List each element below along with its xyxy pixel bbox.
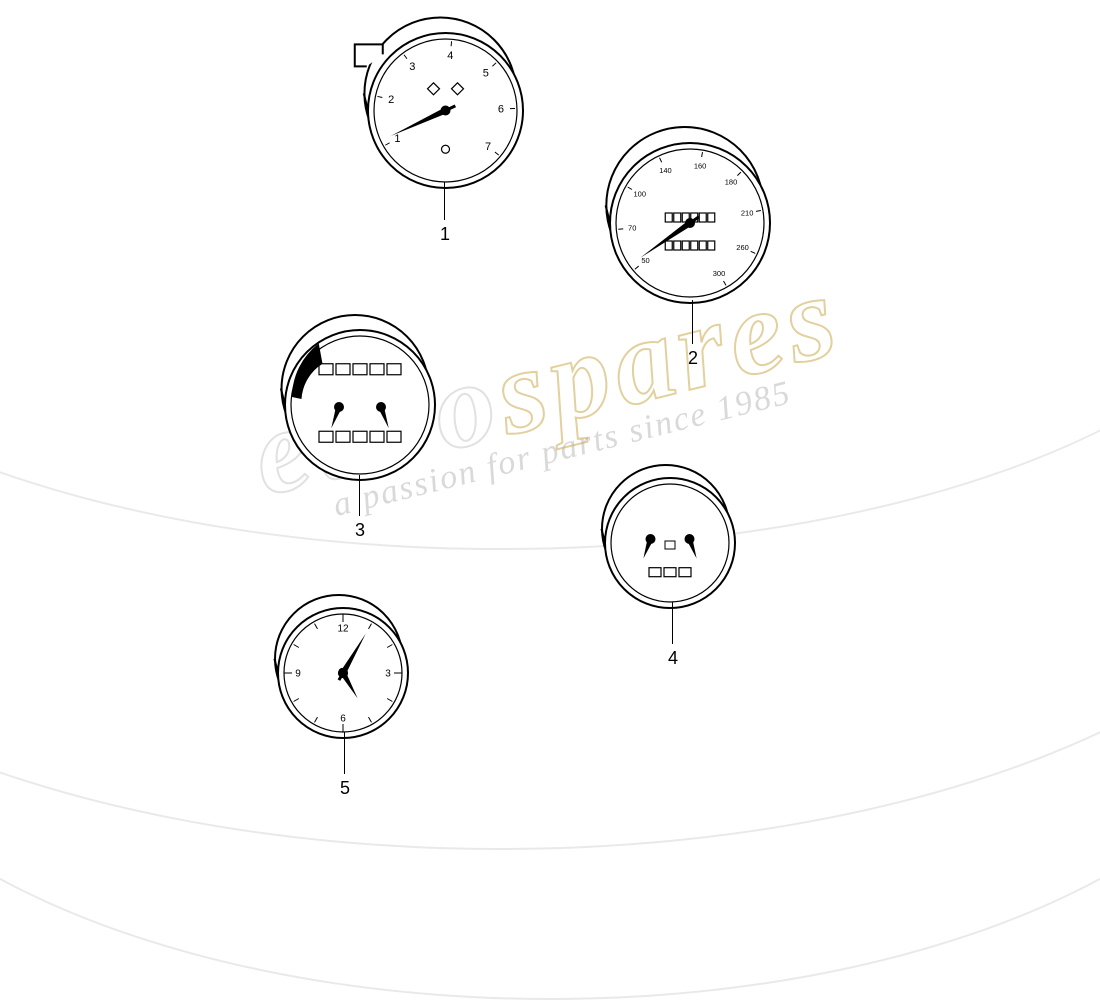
svg-text:12: 12	[337, 624, 349, 635]
svg-text:180: 180	[725, 178, 738, 187]
callout-label: 4	[668, 648, 678, 669]
callout-label: 3	[355, 520, 365, 541]
callout-leader	[344, 732, 345, 774]
callout-leader	[359, 475, 360, 516]
gauge-warning-cluster	[245, 282, 475, 512]
gauge-clock: 12 3 6 9	[238, 560, 448, 770]
svg-text:160: 160	[694, 162, 707, 171]
svg-text:50: 50	[641, 256, 649, 265]
svg-text:7: 7	[485, 141, 491, 153]
gauge-speedometer: 50 70 100 140 160 180 210 260 300	[570, 95, 810, 335]
svg-text:2: 2	[388, 94, 394, 106]
callout-label: 1	[440, 224, 450, 245]
svg-text:5: 5	[483, 67, 489, 79]
svg-text:300: 300	[713, 269, 726, 278]
gauge-combo-gauge	[565, 430, 775, 640]
callout-label: 5	[340, 778, 350, 799]
bg-swoosh	[0, 250, 1100, 1000]
svg-text:260: 260	[736, 243, 749, 252]
callout-label: 2	[688, 348, 698, 369]
svg-text:1: 1	[394, 133, 400, 145]
svg-text:140: 140	[659, 166, 672, 175]
svg-text:4: 4	[447, 50, 453, 62]
callout-leader	[692, 300, 693, 344]
svg-text:3: 3	[409, 61, 415, 73]
svg-text:210: 210	[741, 209, 754, 218]
svg-text:3: 3	[385, 669, 391, 680]
svg-text:6: 6	[498, 104, 504, 116]
diagram-canvas: eurospares a passion for parts since 198…	[0, 0, 1100, 800]
callout-leader	[444, 182, 445, 220]
svg-text:70: 70	[628, 224, 636, 233]
svg-text:6: 6	[340, 714, 346, 725]
svg-text:100: 100	[634, 190, 647, 199]
svg-text:9: 9	[295, 669, 301, 680]
callout-leader	[672, 602, 673, 644]
gauge-tachometer: 1 2 3 4 5 6 7	[328, 0, 563, 220]
